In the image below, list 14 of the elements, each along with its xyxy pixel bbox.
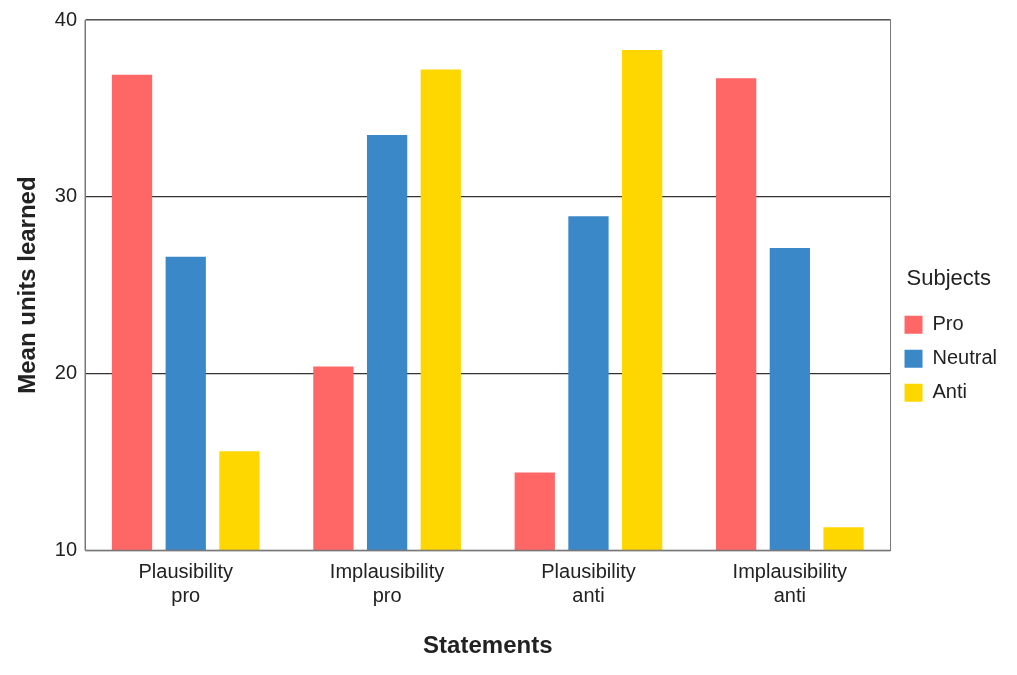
- y-axis-title: Mean units learned: [13, 176, 41, 394]
- x-axis-title: Statements: [423, 631, 553, 659]
- legend-label: Anti: [932, 380, 967, 403]
- y-tick-label: 40: [54, 7, 78, 30]
- y-tick-label: 10: [54, 537, 78, 560]
- legend-label: Pro: [932, 312, 964, 335]
- y-tick-label: 30: [54, 184, 78, 207]
- x-tick-label: Implausibility pro: [329, 559, 445, 606]
- legend-label: Neutral: [932, 346, 998, 369]
- x-tick-label: Implausibility anti: [732, 559, 848, 606]
- y-tick-label: 20: [54, 360, 78, 383]
- x-tick-label: Plausibility pro: [138, 559, 233, 606]
- x-tick-label: Plausibility anti: [541, 559, 636, 606]
- legend-title: Subjects: [906, 265, 991, 291]
